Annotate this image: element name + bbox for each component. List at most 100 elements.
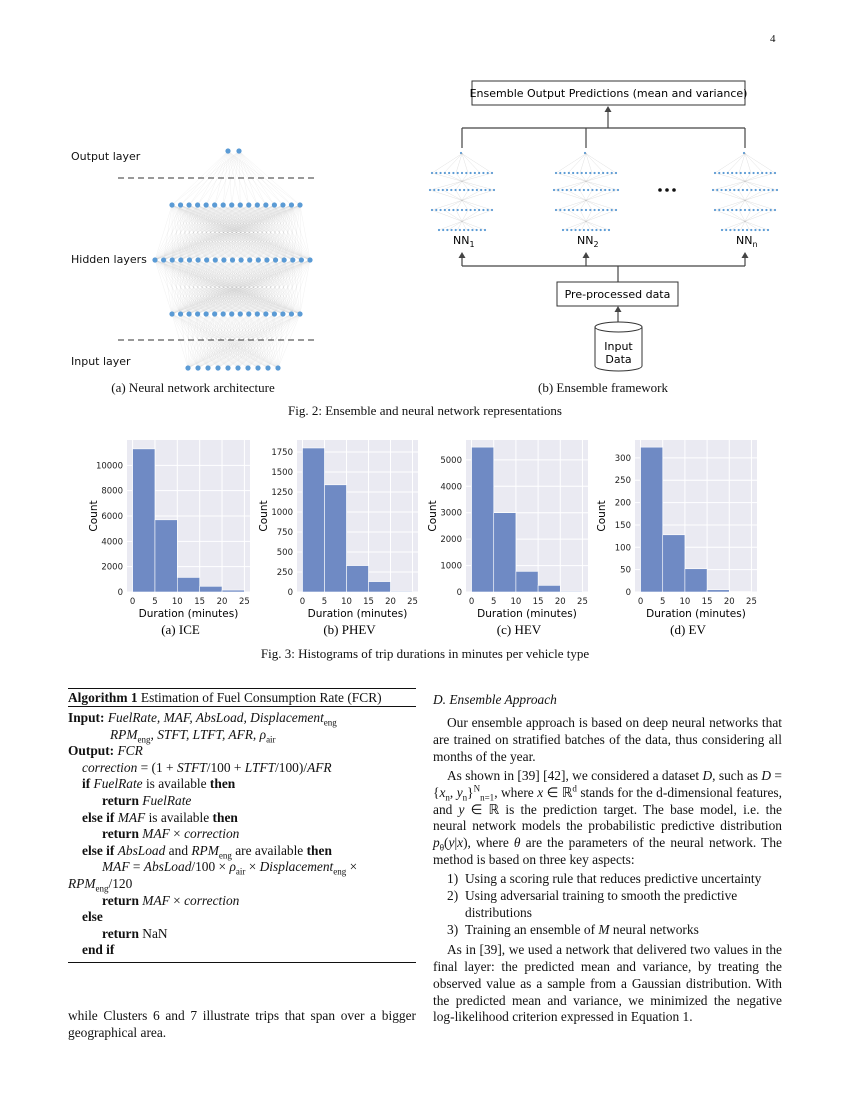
connection bbox=[171, 204, 242, 261]
x-tick-label: 15 bbox=[702, 597, 713, 607]
connection bbox=[714, 172, 778, 191]
x-tick-label: 20 bbox=[217, 597, 228, 607]
connection bbox=[460, 152, 493, 174]
neuron bbox=[460, 171, 464, 175]
neuron bbox=[586, 228, 590, 232]
algorithm-line: return MAF × correction bbox=[102, 826, 239, 842]
connection bbox=[555, 189, 619, 211]
connection bbox=[206, 204, 284, 261]
arrow-head bbox=[604, 106, 612, 112]
subcaption: (a) Neural network architecture bbox=[111, 380, 275, 395]
connection bbox=[206, 259, 249, 315]
connection bbox=[172, 204, 241, 261]
connection bbox=[267, 313, 301, 369]
connection bbox=[171, 313, 229, 369]
connection bbox=[197, 204, 268, 261]
connection bbox=[275, 204, 284, 261]
connection bbox=[257, 313, 301, 369]
neuron bbox=[263, 202, 269, 208]
connection bbox=[214, 204, 250, 261]
connection bbox=[171, 313, 199, 369]
connection bbox=[163, 259, 190, 315]
connection bbox=[726, 189, 765, 211]
neuron bbox=[458, 228, 462, 232]
connection bbox=[223, 259, 225, 315]
connection bbox=[197, 313, 232, 369]
connection bbox=[237, 313, 292, 369]
connection bbox=[197, 204, 259, 261]
connection bbox=[240, 204, 302, 261]
text-segment: return bbox=[102, 892, 143, 908]
neuron bbox=[718, 208, 721, 212]
connection bbox=[231, 259, 268, 315]
text-segment: × bbox=[346, 859, 358, 875]
neuron bbox=[178, 257, 184, 263]
arrow-head bbox=[582, 252, 590, 258]
connection bbox=[579, 189, 593, 211]
connection bbox=[154, 204, 258, 261]
connection bbox=[282, 259, 293, 315]
connection bbox=[231, 204, 242, 261]
connection bbox=[172, 259, 284, 315]
connection bbox=[726, 152, 746, 174]
connection bbox=[247, 313, 258, 369]
neuron bbox=[264, 257, 270, 263]
connection bbox=[172, 204, 232, 261]
connection bbox=[274, 204, 302, 261]
neuron bbox=[593, 208, 596, 212]
connection bbox=[171, 259, 293, 315]
connection bbox=[206, 259, 301, 315]
connection bbox=[231, 259, 293, 315]
list-marker: 1) bbox=[447, 871, 459, 887]
neuron bbox=[229, 202, 235, 208]
neuron bbox=[765, 171, 768, 175]
connection bbox=[438, 209, 493, 231]
connection bbox=[187, 313, 215, 369]
figure-caption: Fig. 2: Ensemble and neural network repr… bbox=[287, 403, 562, 418]
connection bbox=[214, 204, 302, 261]
connection bbox=[214, 259, 311, 315]
connection bbox=[223, 313, 279, 369]
connection bbox=[282, 259, 285, 315]
neuron bbox=[307, 257, 313, 263]
histogram-bar bbox=[177, 577, 200, 593]
connection bbox=[197, 204, 275, 261]
connection bbox=[579, 172, 593, 191]
connection bbox=[553, 172, 617, 191]
text-segment: else if bbox=[82, 842, 118, 858]
connection bbox=[257, 313, 259, 369]
connection bbox=[154, 204, 266, 261]
text-segment: is available bbox=[142, 776, 210, 792]
neuron bbox=[471, 188, 474, 192]
y-tick-label: 0 bbox=[457, 588, 462, 598]
network-name: NN bbox=[453, 234, 469, 247]
connection bbox=[154, 259, 207, 315]
connection bbox=[214, 313, 259, 369]
subcaption: (c) HEV bbox=[497, 622, 542, 637]
connection bbox=[240, 259, 311, 315]
y-tick-label: 1000 bbox=[440, 562, 462, 572]
neuron bbox=[456, 208, 459, 212]
connection bbox=[249, 259, 275, 315]
connection bbox=[238, 150, 275, 206]
ellipsis-dot bbox=[665, 188, 669, 192]
neuron bbox=[462, 228, 466, 232]
connection bbox=[206, 313, 279, 369]
connection bbox=[240, 259, 293, 315]
connection bbox=[215, 259, 241, 315]
text-segment: then bbox=[306, 842, 332, 858]
neuron bbox=[177, 311, 184, 317]
text-segment: = { bbox=[433, 767, 782, 800]
layer-label: Hidden layers bbox=[71, 253, 147, 266]
connection bbox=[579, 172, 593, 191]
neuron bbox=[469, 171, 472, 175]
connection bbox=[214, 204, 233, 261]
connection bbox=[171, 204, 233, 261]
neuron bbox=[572, 208, 575, 212]
connection bbox=[232, 204, 301, 261]
connection bbox=[223, 259, 292, 315]
connection bbox=[163, 259, 284, 315]
connection bbox=[163, 204, 190, 261]
connection bbox=[231, 204, 233, 261]
text-segment: × bbox=[169, 892, 185, 908]
